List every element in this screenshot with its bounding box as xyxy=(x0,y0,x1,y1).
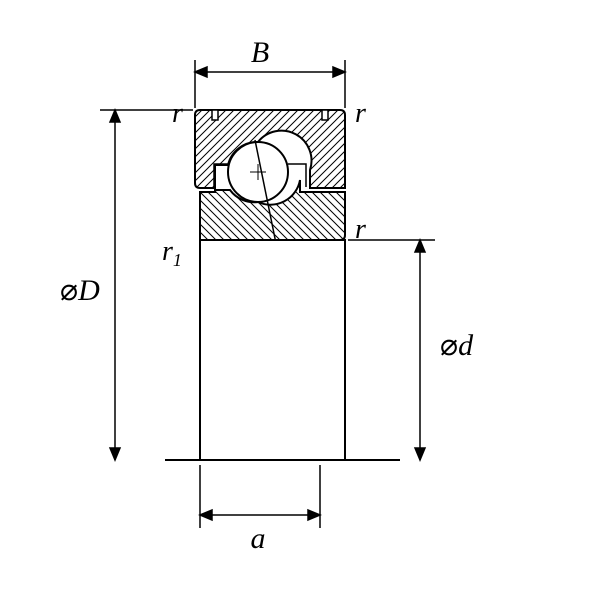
dimension-B xyxy=(195,60,345,108)
label-B: B xyxy=(251,36,269,69)
dimension-D xyxy=(100,110,193,460)
dimension-d xyxy=(348,240,435,460)
bore-section xyxy=(200,240,345,460)
label-a: a xyxy=(251,522,266,555)
label-r1-group: r1 xyxy=(162,236,182,270)
label-D: ⌀D xyxy=(60,274,100,307)
svg-text:r1: r1 xyxy=(162,236,182,270)
label-r-top-left: r xyxy=(172,98,183,129)
label-r-inner-right: r xyxy=(355,214,366,245)
label-d: ⌀d xyxy=(440,329,474,362)
label-r-top-right: r xyxy=(355,98,366,129)
dimension-a xyxy=(200,465,320,528)
